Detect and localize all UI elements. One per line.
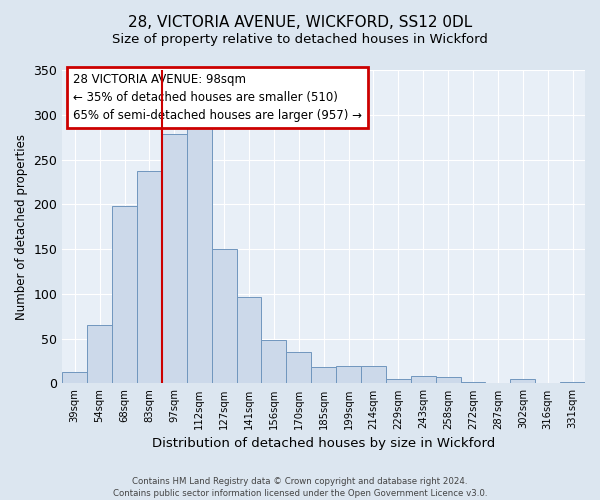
- Bar: [112, 206, 137, 384]
- Y-axis label: Number of detached properties: Number of detached properties: [15, 134, 28, 320]
- Bar: [62, 372, 87, 384]
- Bar: [535, 382, 560, 384]
- Bar: [187, 126, 212, 384]
- Bar: [262, 340, 286, 384]
- Bar: [162, 134, 187, 384]
- Bar: [461, 382, 485, 384]
- Bar: [411, 376, 436, 384]
- Bar: [236, 298, 262, 384]
- X-axis label: Distribution of detached houses by size in Wickford: Distribution of detached houses by size …: [152, 437, 495, 450]
- Text: 28 VICTORIA AVENUE: 98sqm
← 35% of detached houses are smaller (510)
65% of semi: 28 VICTORIA AVENUE: 98sqm ← 35% of detac…: [73, 73, 362, 122]
- Text: 28, VICTORIA AVENUE, WICKFORD, SS12 0DL: 28, VICTORIA AVENUE, WICKFORD, SS12 0DL: [128, 15, 472, 30]
- Bar: [311, 368, 336, 384]
- Bar: [336, 366, 361, 384]
- Bar: [286, 352, 311, 384]
- Text: Contains HM Land Registry data © Crown copyright and database right 2024.
Contai: Contains HM Land Registry data © Crown c…: [113, 476, 487, 498]
- Bar: [436, 377, 461, 384]
- Bar: [137, 171, 162, 384]
- Bar: [560, 382, 585, 384]
- Bar: [87, 325, 112, 384]
- Bar: [511, 379, 535, 384]
- Bar: [212, 249, 236, 384]
- Bar: [386, 379, 411, 384]
- Bar: [361, 366, 386, 384]
- Text: Size of property relative to detached houses in Wickford: Size of property relative to detached ho…: [112, 32, 488, 46]
